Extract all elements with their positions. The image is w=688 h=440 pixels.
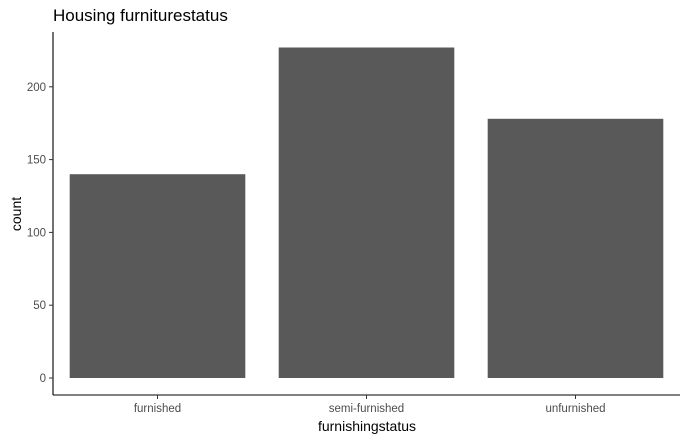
y-tick-label: 50 (33, 300, 46, 312)
bar-furnished (69, 174, 246, 378)
x-tick-label: unfurnished (545, 403, 605, 415)
y-tick-label: 0 (40, 373, 46, 385)
chart-title: Housing furniturestatus (53, 6, 228, 25)
bar-group (69, 47, 664, 379)
bar-semi-furnished (278, 47, 455, 378)
x-tick-label: furnished (134, 403, 181, 415)
y-tick-label: 100 (27, 227, 46, 239)
bar-unfurnished (487, 118, 664, 379)
x-ticks: furnished semi-furnished unfurnished (134, 395, 606, 415)
x-axis-title: furnishingstatus (317, 418, 417, 434)
y-ticks: 0 50 100 150 200 (27, 82, 53, 385)
y-tick-label: 200 (27, 82, 46, 94)
x-tick-label: semi-furnished (329, 403, 404, 415)
y-tick-label: 150 (27, 155, 46, 167)
